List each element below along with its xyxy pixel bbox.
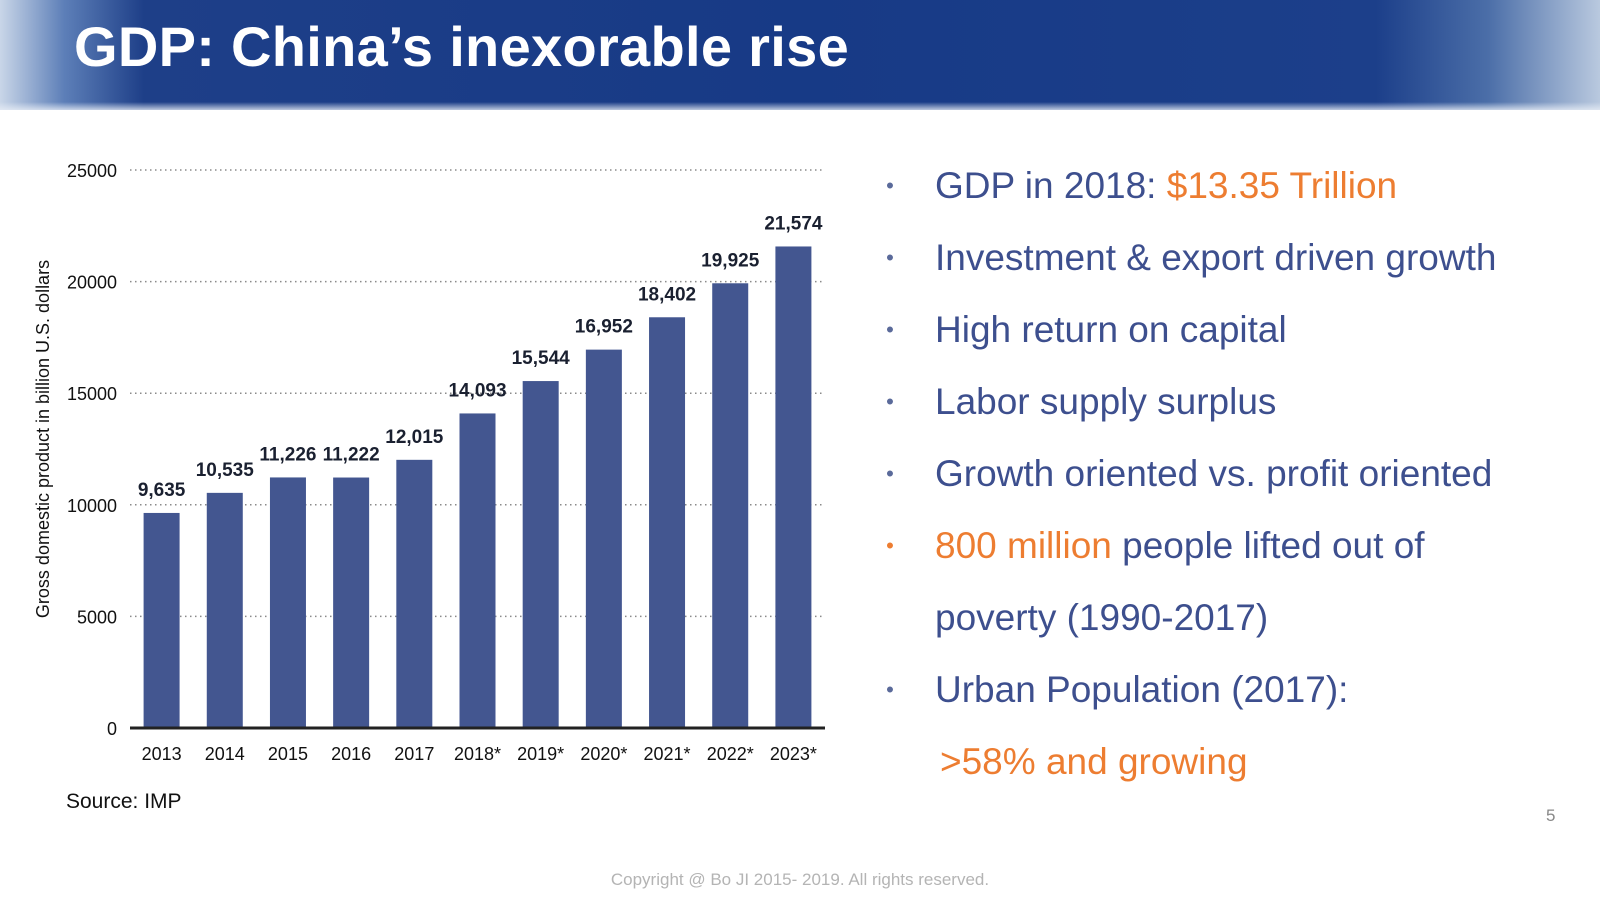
page-number: 5 [1546,806,1556,825]
bullet-dot-icon: • [886,317,894,342]
x-tick-label: 2019* [517,744,564,764]
bullet-highlight-text: $13.35 Trillion [1166,165,1398,206]
bullet-dot-icon: • [886,677,894,702]
y-tick-label: 15000 [67,384,117,404]
bar [459,413,496,728]
bullet-item: • High return on capital [880,294,1580,366]
bar [396,459,433,728]
x-tick-label: 2015 [268,744,308,764]
title-banner: GDP: China’s inexorable rise [0,0,1600,110]
y-tick-label: 5000 [77,607,117,627]
bar-value-label: 16,952 [575,317,633,338]
bullet-text: High return on capital [935,309,1287,350]
bar-value-label: 19,925 [701,250,760,271]
bar-value-label: 12,015 [385,427,444,448]
x-tick-label: 2023* [770,744,817,764]
x-tick-label: 2013 [142,744,182,764]
gdp-bar-chart: 0 5000 10000 15000 20000 25000 Gross domestic … [33,161,825,764]
bullet-dot-icon: • [886,173,894,198]
x-tick-label: 2017 [394,744,434,764]
bullet-item: • GDP in 2018: $13.35 Trillion [880,150,1580,222]
bar [649,317,686,728]
y-tick-label: 0 [107,719,117,739]
bullet-dot-icon: • [886,389,894,414]
bullet-text: GDP in 2018: [935,165,1167,206]
bullet-dot-icon: • [886,245,894,270]
slide-title: GDP: China’s inexorable rise [74,15,850,78]
x-tick-label: 2018* [454,744,501,764]
bullet-text: Urban Population (2017): [935,669,1349,710]
bullet-dot-icon: • [886,533,894,558]
bar [775,246,812,728]
bullet-item: • Urban Population (2017): [880,654,1580,726]
source-note: Source: IMP [66,790,182,813]
bullet-dot-icon: • [886,461,894,486]
bar-value-label: 15,544 [512,348,571,369]
x-tick-label: 2014 [205,744,245,764]
bullet-text: Growth oriented vs. profit oriented [935,453,1493,494]
bullet-continuation: poverty (1990-2017) [880,582,1580,654]
bar [585,349,622,728]
y-tick-label: 25000 [67,161,117,181]
bullet-item: • Growth oriented vs. profit oriented [880,438,1580,510]
bullet-continuation: >58% and growing [880,726,1580,798]
bar-value-label: 10,535 [196,460,255,481]
bar-value-label: 14,093 [448,380,506,401]
copyright-footer: Copyright @ Bo JI 2015- 2019. All rights… [610,870,990,889]
bar [522,381,559,728]
bar [206,492,243,728]
bar-value-label: 21,574 [764,213,823,234]
bullet-item: • Investment & export driven growth [880,222,1580,294]
bullet-item: • 800 million people lifted out of [880,510,1580,582]
x-tick-label: 2020* [580,744,627,764]
bar [333,477,370,728]
bullet-highlight-text: 800 million [935,525,1112,566]
bar [712,283,749,728]
bar-value-label: 11,222 [323,445,380,466]
bar-value-label: 9,635 [138,480,186,501]
y-tick-label: 10000 [67,496,117,516]
bar [269,477,306,728]
bullet-text: people lifted out of [1111,525,1425,566]
bar-value-label: 11,226 [259,444,316,465]
bullet-text: poverty (1990-2017) [935,597,1269,638]
bullet-highlight-text: >58% and growing [940,741,1248,782]
bar [143,512,180,728]
bullet-item: • Labor supply surplus [880,366,1580,438]
bullet-list: • GDP in 2018: $13.35 Trillion • Investment… [880,150,1580,798]
y-axis-title: Gross domestic product in billion U.S. d… [33,260,53,618]
bullet-text: Investment & export driven growth [935,237,1497,278]
bullet-text: Labor supply surplus [935,381,1277,422]
bar-value-label: 18,402 [638,284,696,305]
y-tick-label: 20000 [67,273,117,293]
x-tick-label: 2021* [644,744,691,764]
x-tick-label: 2016 [331,744,371,764]
x-tick-label: 2022* [707,744,754,764]
